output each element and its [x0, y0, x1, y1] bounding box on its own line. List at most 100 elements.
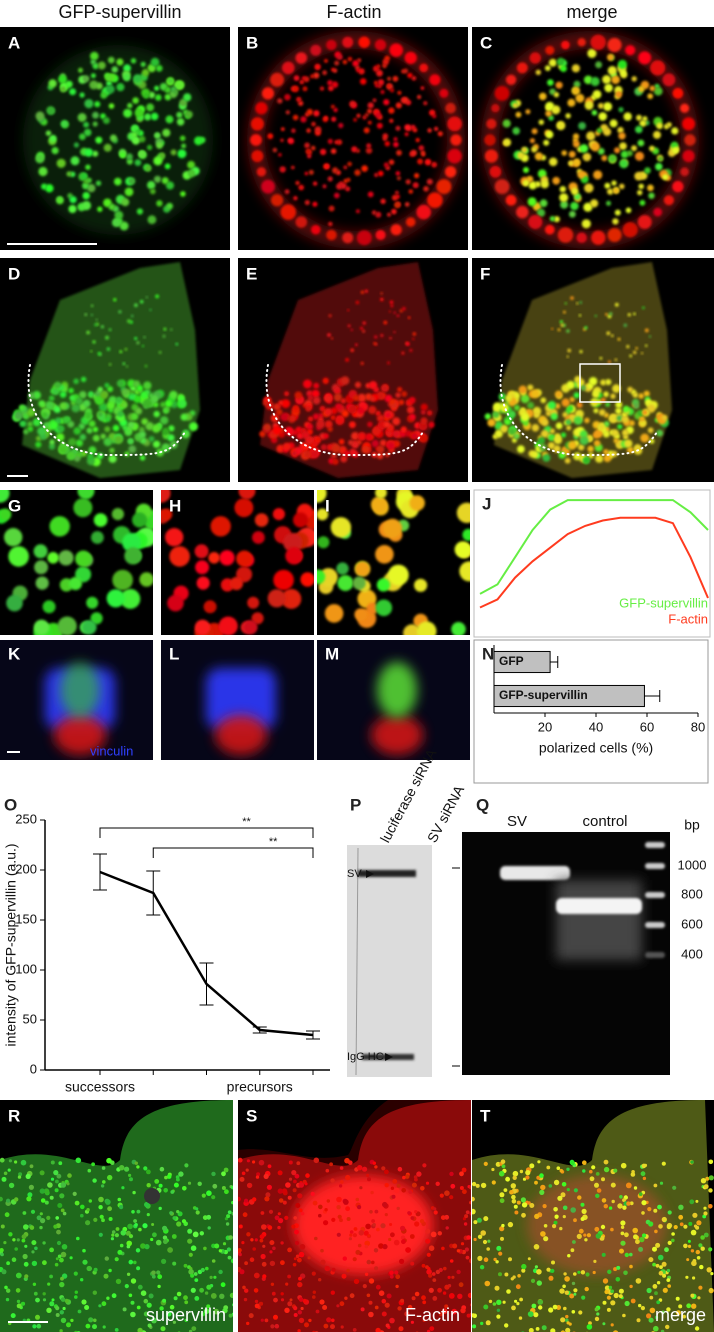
- spot: [404, 1174, 410, 1179]
- spot: [566, 1167, 570, 1172]
- spot: [100, 391, 108, 400]
- spot: [273, 403, 280, 411]
- spot: [387, 442, 395, 450]
- spot: [573, 1288, 578, 1293]
- micrograph: [161, 490, 314, 635]
- spot: [164, 1175, 168, 1180]
- spot: [588, 377, 598, 386]
- spot: [678, 1304, 683, 1309]
- spot: [304, 142, 310, 149]
- spot: [583, 456, 590, 464]
- spot: [277, 1212, 281, 1216]
- spot: [464, 1214, 469, 1219]
- spot: [609, 312, 613, 316]
- spot: [188, 1329, 193, 1332]
- spot: [518, 385, 527, 394]
- spot: [31, 1250, 35, 1254]
- spot: [326, 39, 337, 51]
- spot: [633, 444, 642, 452]
- spot: [298, 1251, 305, 1258]
- spot: [98, 1196, 104, 1203]
- spot: [117, 1197, 122, 1202]
- spot: [700, 1246, 705, 1251]
- spot: [315, 1309, 320, 1314]
- spot: [126, 1272, 131, 1277]
- spot: [584, 1286, 589, 1292]
- spot: [657, 1254, 664, 1261]
- spot: [678, 1204, 684, 1211]
- spot: [218, 1249, 223, 1253]
- spot: [84, 1305, 90, 1310]
- spot: [228, 1235, 233, 1240]
- spot: [331, 337, 334, 340]
- spot: [334, 60, 340, 66]
- spot: [211, 1171, 216, 1177]
- spot: [374, 1165, 378, 1169]
- spot: [537, 1299, 544, 1305]
- channel-label: vinculin: [90, 743, 133, 758]
- spot: [463, 1222, 468, 1226]
- spot: [146, 103, 155, 112]
- spot: [161, 427, 170, 436]
- spot: [102, 1325, 106, 1329]
- spot: [154, 1179, 160, 1184]
- spot: [119, 350, 123, 354]
- spot: [97, 61, 106, 70]
- spot: [570, 1160, 575, 1166]
- spot: [75, 550, 92, 567]
- spot: [567, 348, 571, 353]
- spot: [583, 1233, 587, 1237]
- spot: [280, 127, 285, 131]
- spot: [462, 528, 470, 541]
- spot: [93, 1217, 98, 1222]
- spot: [187, 169, 196, 178]
- spot: [60, 1297, 66, 1302]
- spot: [278, 400, 284, 406]
- spot: [622, 405, 630, 413]
- spot: [316, 419, 326, 429]
- spot: [152, 440, 161, 448]
- spot: [416, 1171, 422, 1177]
- spot: [686, 1303, 692, 1309]
- spot: [653, 1183, 658, 1188]
- spot: [475, 1183, 480, 1188]
- spot: [138, 1227, 142, 1232]
- spot: [79, 92, 85, 98]
- significance-label: **: [269, 836, 278, 848]
- spot: [637, 409, 644, 417]
- spot: [653, 130, 661, 139]
- spot: [160, 1326, 166, 1332]
- spot: [105, 1199, 111, 1205]
- spot: [50, 1160, 55, 1165]
- spot: [373, 342, 377, 345]
- spot: [133, 1260, 137, 1265]
- spot: [411, 1182, 417, 1188]
- spot: [533, 1312, 539, 1318]
- spot: [90, 313, 94, 317]
- spot: [508, 410, 516, 418]
- spot: [629, 420, 635, 427]
- spot: [444, 166, 457, 178]
- spot: [0, 490, 10, 503]
- spot: [95, 180, 102, 186]
- spot: [366, 143, 372, 149]
- spot: [336, 1232, 341, 1237]
- spot: [644, 328, 649, 333]
- spot: [16, 1299, 21, 1304]
- spot: [181, 143, 187, 149]
- spot: [410, 1216, 415, 1220]
- spot: [302, 431, 310, 440]
- spot: [139, 431, 146, 439]
- spot: [422, 1300, 427, 1305]
- spot: [569, 210, 576, 218]
- spot: [165, 528, 184, 547]
- spot: [183, 1295, 188, 1301]
- spot: [192, 1231, 199, 1238]
- spot: [350, 348, 355, 353]
- spot: [293, 1313, 298, 1317]
- spot: [600, 1224, 606, 1230]
- spot: [486, 118, 497, 129]
- spot: [620, 1231, 625, 1236]
- spot: [561, 40, 570, 50]
- spot: [604, 83, 613, 93]
